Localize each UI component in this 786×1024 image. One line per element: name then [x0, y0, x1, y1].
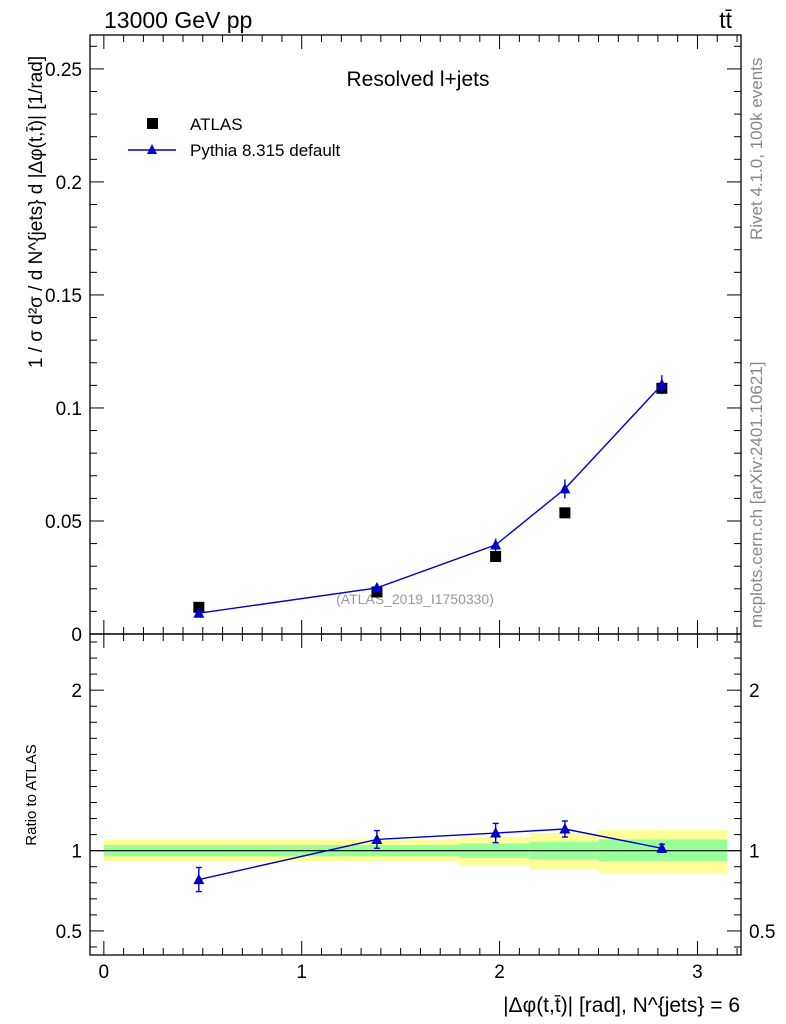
ratio-plot-area: [90, 829, 741, 874]
main-y-axis-label: 1 / σ d²σ / d N^{jets} d |Δφ(t,t̄)| [1/r…: [26, 56, 47, 368]
main-y-tick-label: 0.2: [56, 173, 82, 194]
x-tick-label: 0: [99, 962, 110, 983]
legend-atlas-label: ATLAS: [190, 115, 243, 134]
channel-label: tt̄: [719, 7, 732, 33]
process-label: 13000 GeV pp: [104, 7, 252, 33]
ratio-pythia-point: [193, 873, 205, 885]
analysis-id-label: (ATLAS_2019_I1750330): [336, 591, 494, 607]
ratio-pythia-point: [656, 842, 668, 853]
pythia-point: [371, 581, 383, 593]
source-info: mcplots.cern.ch [arXiv:2401.10621]: [747, 362, 766, 628]
rivet-info: Rivet 4.1.0, 100k events: [747, 58, 766, 240]
pythia-point: [490, 538, 502, 550]
legend: ATLAS Pythia 8.315 default: [128, 115, 341, 160]
main-plot-title: Resolved l+jets: [347, 68, 490, 91]
ratio-y-tick-label: 0.5: [56, 922, 82, 943]
ratio-y-tick-label: 2: [71, 681, 82, 702]
x-axis-label: |Δφ(t,t̄)| [rad], N^{jets} = 6: [503, 994, 740, 1017]
main-y-tick-label: 0.05: [45, 512, 82, 533]
legend-atlas-marker: [147, 118, 158, 129]
ratio-y-tick-label-right: 2: [749, 681, 760, 702]
x-tick-label: 2: [494, 962, 505, 983]
main-y-tick-label: 0: [71, 625, 82, 646]
x-tick-label: 1: [296, 962, 307, 983]
pythia-line: [198, 384, 663, 614]
x-tick-label: 3: [692, 962, 703, 983]
main-frame: [89, 34, 742, 635]
main-data-marks: [193, 375, 668, 618]
pythia-point: [559, 482, 571, 494]
ratio-y-tick-label: 1: [71, 842, 82, 863]
ratio-y-tick-label-right: 1: [749, 842, 760, 863]
atlas-point: [490, 550, 502, 562]
ratio-pythia-point: [371, 833, 383, 844]
ratio-pythia-point: [559, 823, 571, 834]
legend-pythia-label: Pythia 8.315 default: [190, 141, 341, 160]
ratio-pythia-point: [490, 827, 502, 838]
atlas-point: [559, 507, 571, 519]
ratio-axes: 0 1 2 3 0.5 0.5 1 1 2 2: [56, 633, 775, 983]
pythia-point: [193, 607, 205, 618]
main-y-tick-label: 0.15: [45, 286, 82, 307]
ratio-data-marks: [193, 820, 668, 893]
main-y-tick-label: 0.25: [45, 60, 82, 81]
ratio-frame: [89, 633, 742, 956]
legend-pythia-marker: [147, 144, 157, 154]
ratio-y-axis-label: Ratio to ATLAS: [23, 744, 40, 845]
ratio-y-tick-label-right: 0.5: [749, 922, 775, 943]
main-y-tick-label: 0.1: [56, 399, 82, 420]
pythia-point: [656, 378, 668, 390]
